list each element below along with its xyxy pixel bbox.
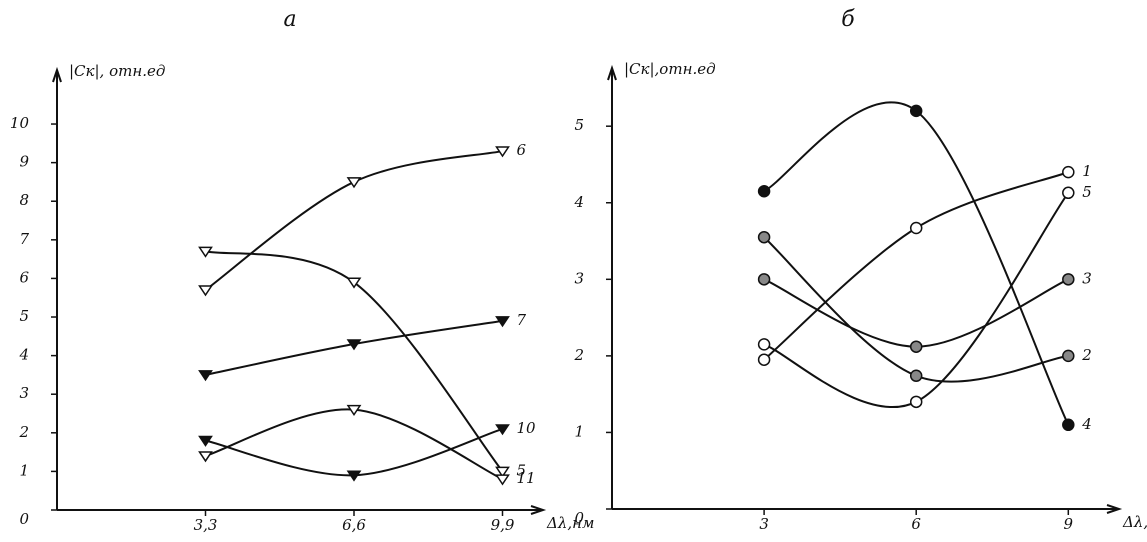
series-line — [204, 150, 503, 291]
series-line — [205, 250, 504, 473]
panel-title: б — [841, 7, 855, 32]
series-label: 6 — [517, 141, 527, 159]
marker — [495, 466, 510, 478]
marker — [757, 273, 771, 286]
marker — [495, 316, 510, 328]
y-tick-label: 3 — [574, 269, 584, 287]
y-tick-label: 4 — [18, 346, 29, 364]
marker — [1062, 349, 1075, 363]
x-axis-arrow — [530, 505, 547, 515]
marker — [909, 340, 923, 353]
marker — [346, 404, 362, 417]
marker — [909, 395, 923, 409]
y-tick-label: 8 — [19, 191, 29, 209]
series-line — [763, 101, 1070, 426]
y-tick-label: 5 — [574, 116, 584, 134]
y-tick-label: 3 — [19, 384, 29, 402]
marker — [198, 370, 213, 382]
series-label: 7 — [517, 311, 527, 329]
marker — [346, 470, 362, 482]
marker — [495, 474, 510, 486]
series-label: 2 — [1081, 346, 1092, 364]
marker — [346, 277, 362, 289]
marker — [346, 177, 362, 189]
marker — [909, 369, 923, 383]
y-tick-label: 0 — [574, 509, 584, 527]
series-label: 4 — [1081, 415, 1092, 433]
marker — [198, 285, 213, 297]
series-line — [763, 236, 1069, 383]
y-axis-label: |Cк|,отн.ед — [624, 60, 716, 78]
marker — [757, 338, 771, 351]
marker — [198, 246, 213, 258]
x-tick-label: 9 — [1064, 515, 1074, 533]
marker — [495, 424, 510, 436]
y-tick-label: 0 — [19, 510, 29, 528]
series-label: 1 — [1082, 162, 1092, 180]
marker — [346, 339, 362, 351]
y-tick-label: 9 — [19, 153, 29, 171]
panel-title: а — [283, 7, 296, 32]
marker — [495, 146, 510, 158]
y-axis-label: |Cк|, отн.ед — [69, 62, 165, 80]
marker — [757, 230, 771, 244]
x-tick-label: 6,6 — [342, 516, 366, 534]
series-label: 5 — [1082, 183, 1092, 201]
x-tick-label: 9,9 — [491, 516, 515, 534]
y-tick-label: 1 — [574, 422, 584, 440]
x-tick-label: 3,3 — [194, 516, 218, 534]
y-tick-label: 1 — [19, 461, 29, 479]
series-line — [205, 408, 503, 481]
x-axis-label: Δλ,нм — [546, 514, 594, 532]
series-label: 3 — [1082, 269, 1092, 287]
marker — [1062, 186, 1075, 200]
y-tick-label: 5 — [19, 307, 29, 325]
series-label: 11 — [517, 469, 536, 487]
series-label: 5 — [517, 461, 527, 479]
y-tick-label: 2 — [573, 346, 584, 364]
marker — [1062, 418, 1075, 432]
x-tick-label: 3 — [759, 515, 769, 533]
x-tick-label: 6 — [911, 515, 921, 533]
marker — [757, 353, 771, 366]
marker — [198, 451, 213, 463]
y-tick-label: 4 — [573, 193, 584, 211]
marker — [1062, 273, 1075, 286]
y-tick-label: 2 — [18, 423, 29, 441]
y-tick-label: 7 — [19, 230, 29, 248]
y-tick-label: 10 — [10, 114, 30, 132]
marker — [757, 185, 771, 198]
y-axis-arrow — [607, 64, 617, 81]
marker — [198, 435, 213, 447]
marker — [909, 221, 923, 235]
series-label: 10 — [517, 419, 537, 437]
y-axis-arrow — [52, 66, 62, 83]
x-axis-label: Δλ,нм — [1122, 513, 1147, 531]
x-axis-arrow — [1106, 504, 1123, 514]
marker — [909, 104, 923, 118]
marker — [1062, 165, 1075, 179]
y-tick-label: 6 — [19, 268, 29, 286]
